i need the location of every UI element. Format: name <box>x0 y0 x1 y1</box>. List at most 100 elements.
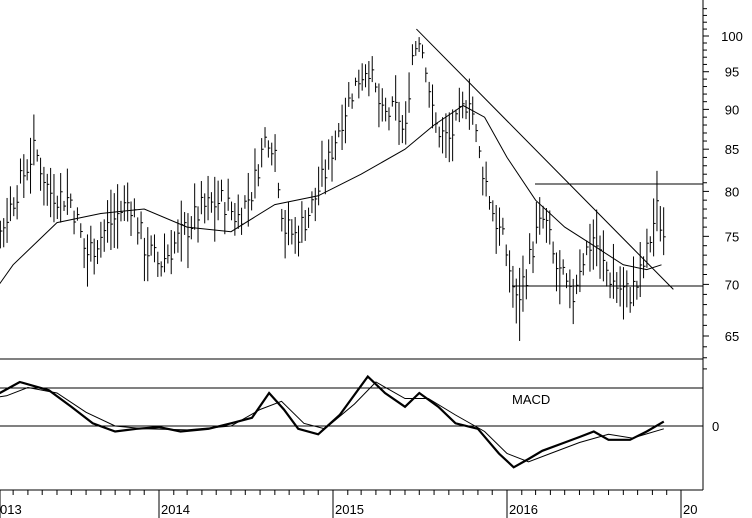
price-bar <box>596 209 599 267</box>
price-bar <box>170 229 174 275</box>
price-bar <box>525 269 529 300</box>
price-bar <box>442 117 445 154</box>
price-bar <box>237 194 241 229</box>
price-tick-label: 100 <box>721 29 743 44</box>
price-bar <box>411 44 415 66</box>
price-bar <box>308 207 311 228</box>
price-bar <box>395 75 398 121</box>
price-bar <box>123 185 127 221</box>
macd-label: MACD <box>512 392 550 407</box>
price-bar <box>66 168 70 215</box>
price-tick-label: 65 <box>725 329 739 344</box>
price-bar <box>398 101 402 145</box>
price-bar <box>321 140 324 187</box>
price-bar <box>127 182 130 222</box>
price-bar <box>46 173 50 206</box>
price-bar <box>331 135 335 182</box>
price-bar <box>465 100 469 120</box>
price-bar <box>6 197 10 243</box>
price-bar <box>86 234 90 287</box>
macd-panel: MACD 0 <box>0 374 719 469</box>
price-bar <box>653 198 656 257</box>
price-bar <box>599 235 603 279</box>
price-bar <box>492 200 495 222</box>
price-bar <box>368 61 371 97</box>
price-bar <box>462 91 465 119</box>
price-bar <box>73 210 77 235</box>
price-bar <box>636 280 639 300</box>
price-bar <box>90 225 93 262</box>
price-bar <box>542 205 546 229</box>
price-bar <box>633 256 636 307</box>
price-bar <box>535 201 539 244</box>
price-bar <box>415 41 418 56</box>
price-bar <box>133 198 137 218</box>
price-bar <box>281 208 284 232</box>
price-bar <box>405 101 408 145</box>
price-bar <box>56 195 60 219</box>
macd-zero-tick-label: 0 <box>712 419 719 434</box>
price-axis-ticks: 100 95 90 85 80 75 70 65 <box>703 8 743 370</box>
price-bar <box>552 241 556 264</box>
price-bar <box>649 236 653 253</box>
price-bar <box>375 82 378 93</box>
moving-average-line <box>0 104 662 285</box>
price-bar <box>227 178 231 211</box>
price-bar <box>83 238 87 269</box>
price-bar <box>197 206 201 243</box>
price-bar <box>381 88 385 122</box>
price-bar <box>555 252 559 292</box>
price-bar <box>30 137 33 194</box>
price-bar <box>143 237 147 282</box>
price-bar <box>505 244 509 267</box>
price-bar <box>549 210 552 245</box>
price-bar <box>663 207 666 256</box>
price-bar <box>147 227 150 282</box>
price-bar <box>254 148 257 199</box>
price-bar <box>458 87 462 123</box>
price-bar <box>103 219 107 252</box>
price-bar <box>63 200 67 211</box>
price-bar <box>304 210 308 241</box>
price-bar <box>371 56 375 83</box>
price-bar <box>385 97 388 122</box>
price-bar <box>512 265 515 308</box>
price-bar <box>609 272 613 299</box>
price-bar <box>50 167 53 218</box>
price-bar <box>576 274 579 295</box>
price-bar <box>432 84 435 129</box>
price-bar <box>428 81 432 108</box>
price-bar <box>214 176 217 242</box>
price-bar <box>572 278 576 325</box>
price-bar <box>53 174 56 223</box>
price-bar <box>140 211 144 240</box>
price-bar <box>13 197 16 217</box>
price-tick-label: 70 <box>725 277 739 292</box>
price-bar <box>539 197 542 235</box>
price-bar <box>267 140 271 158</box>
price-bar <box>70 193 73 208</box>
price-bar <box>515 278 519 324</box>
price-bar <box>264 127 268 148</box>
price-bar <box>257 164 261 187</box>
price-bar <box>294 217 298 254</box>
price-bar <box>391 96 395 107</box>
price-bar <box>586 240 589 256</box>
price-bar <box>167 244 170 264</box>
price-bar <box>9 186 13 222</box>
price-bar <box>113 193 117 248</box>
price-bar <box>529 233 532 265</box>
price-bar <box>200 181 204 215</box>
price-bar <box>488 195 492 210</box>
price-bar <box>0 220 3 249</box>
price-bar <box>311 191 314 214</box>
price-bar <box>157 251 160 277</box>
price-bar <box>204 193 207 224</box>
price-bar <box>207 175 211 221</box>
price-bar <box>26 159 30 181</box>
price-bar <box>100 221 103 258</box>
price-bar <box>438 126 442 148</box>
price-bar <box>482 166 485 196</box>
price-bar <box>643 256 646 279</box>
